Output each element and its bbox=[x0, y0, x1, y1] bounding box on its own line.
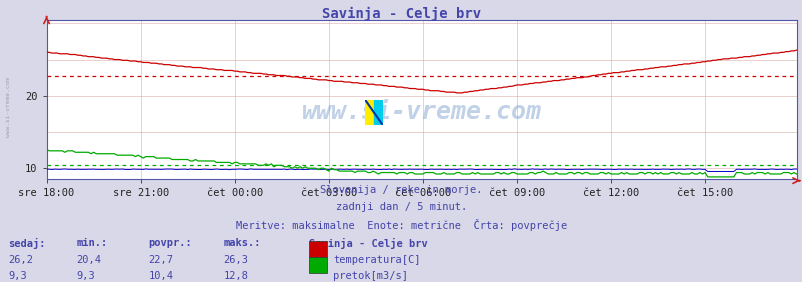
Bar bbox=[365, 100, 374, 125]
Text: min.:: min.: bbox=[76, 238, 107, 248]
Text: Slovenija / reke in morje.: Slovenija / reke in morje. bbox=[320, 185, 482, 195]
Text: 12,8: 12,8 bbox=[223, 271, 248, 281]
Text: www.si-vreme.com: www.si-vreme.com bbox=[6, 77, 10, 137]
Text: www.si-vreme.com: www.si-vreme.com bbox=[302, 100, 541, 124]
Text: 9,3: 9,3 bbox=[76, 271, 95, 281]
Text: 22,7: 22,7 bbox=[148, 255, 173, 265]
Text: maks.:: maks.: bbox=[223, 238, 261, 248]
Text: temperatura[C]: temperatura[C] bbox=[333, 255, 420, 265]
Text: 26,2: 26,2 bbox=[8, 255, 33, 265]
Text: sedaj:: sedaj: bbox=[8, 238, 46, 249]
Bar bbox=[374, 100, 383, 125]
Text: Savinja - Celje brv: Savinja - Celje brv bbox=[322, 7, 480, 21]
Text: 20,4: 20,4 bbox=[76, 255, 101, 265]
Text: pretok[m3/s]: pretok[m3/s] bbox=[333, 271, 407, 281]
Text: 10,4: 10,4 bbox=[148, 271, 173, 281]
Text: Savinja - Celje brv: Savinja - Celje brv bbox=[309, 238, 427, 249]
Text: Meritve: maksimalne  Enote: metrične  Črta: povprečje: Meritve: maksimalne Enote: metrične Črta… bbox=[236, 219, 566, 231]
Text: 26,3: 26,3 bbox=[223, 255, 248, 265]
Text: zadnji dan / 5 minut.: zadnji dan / 5 minut. bbox=[335, 202, 467, 212]
Text: povpr.:: povpr.: bbox=[148, 238, 192, 248]
Text: 9,3: 9,3 bbox=[8, 271, 26, 281]
